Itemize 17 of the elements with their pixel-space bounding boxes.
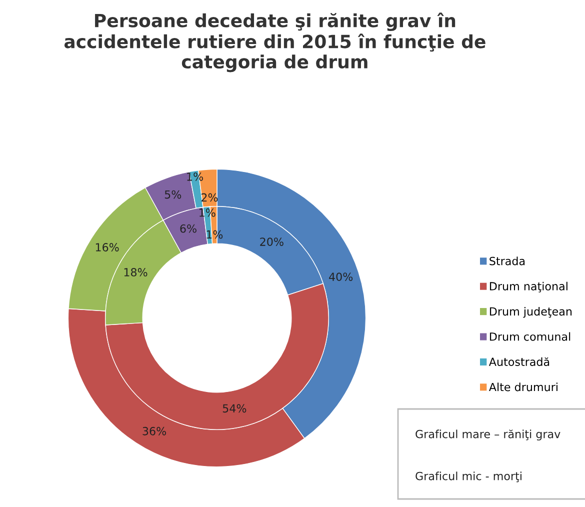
text: Graficul mic - morţi <box>416 472 522 482</box>
data-label: 54% <box>222 404 246 413</box>
legend-label: Autostradă <box>488 357 550 366</box>
data-label: 6% <box>180 224 196 233</box>
data-label: 16% <box>96 243 119 252</box>
data-label: 5% <box>164 190 182 199</box>
data-label: 20% <box>260 238 284 246</box>
data-label: 18% <box>124 268 148 276</box>
legend-label: Drum judeţean <box>490 307 572 318</box>
legend-label: Drum naţional <box>490 282 568 292</box>
data-label: 36% <box>142 426 166 436</box>
chart-title: Persoane decedate şi rănite grav în accidentele rutiere din 2015 în funcţie de categoria de drum <box>64 12 486 72</box>
data-label: 40% <box>329 272 353 281</box>
text: Graficul mare – răniţi grav <box>416 430 560 440</box>
legend-label: Alte drumuri <box>488 382 558 392</box>
legend-label: Drum comunal <box>490 332 570 341</box>
legend-label: Strada <box>490 256 525 266</box>
